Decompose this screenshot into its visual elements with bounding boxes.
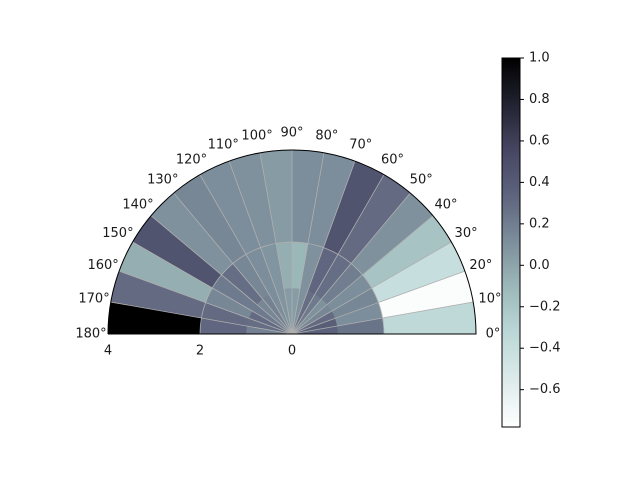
theta-tick-label: 0°: [486, 327, 501, 342]
r-tick-label: 0: [288, 344, 296, 359]
theta-tick-label: 120°: [176, 152, 207, 167]
colorbar-tick-label: 1.0: [529, 51, 550, 66]
colorbar-ticks: 1.0 0.8 0.6 0.4 0.2 0.0 −0.2 −0.4 −0.6: [520, 51, 561, 397]
theta-tick-labels: 0° 10° 20° 30° 40°50° 60° 70° 80° 90° 100°110°120…: [75, 126, 501, 342]
r-tick-label: 2: [196, 344, 204, 359]
theta-tick-label: 140°: [122, 197, 153, 212]
colorbar-tick-label: 0.8: [529, 92, 550, 107]
polar-frame: [107, 149, 477, 335]
theta-tick-label: 20°: [469, 258, 492, 273]
colorbar-tick-label: 0.0: [529, 258, 550, 273]
theta-tick-label: 80°: [315, 129, 338, 144]
r-tick-labels: 4 2 0: [104, 344, 296, 359]
colorbar: 1.0 0.8 0.6 0.4 0.2 0.0 −0.2 −0.4 −0.6: [501, 51, 561, 428]
theta-tick-label: 110°: [208, 138, 239, 153]
theta-tick-label: 130°: [147, 173, 178, 188]
theta-tick-label: 10°: [478, 292, 501, 307]
theta-tick-label: 30°: [455, 226, 478, 241]
polar-grid: [108, 150, 476, 335]
colorbar-tick-label: −0.4: [529, 341, 561, 356]
heatmap-cells: [107, 149, 477, 335]
r-gridline: [199, 241, 385, 335]
theta-tick-label: 100°: [241, 129, 272, 144]
colorbar-tick-label: −0.6: [529, 382, 561, 397]
colorbar-gradient-bar: [501, 57, 521, 428]
colorbar-tick-label: 0.2: [529, 216, 550, 231]
r-tick-label: 4: [104, 344, 112, 359]
colorbar-tick-label: 0.4: [529, 175, 550, 190]
theta-tick-label: 70°: [349, 138, 372, 153]
theta-tick-label: 90°: [280, 126, 303, 141]
colorbar-tick-label: −0.2: [529, 299, 561, 314]
theta-tick-label: 170°: [78, 292, 109, 307]
theta-tick-label: 150°: [102, 226, 133, 241]
theta-tick-label: 40°: [434, 197, 457, 212]
colorbar-tick-label: 0.6: [529, 133, 550, 148]
theta-tick-label: 160°: [87, 258, 118, 273]
theta-tick-label: 60°: [381, 152, 404, 167]
polar-plot: 0° 10° 20° 30° 40°50° 60° 70° 80° 90° 100°110°120…: [75, 126, 501, 359]
theta-tick-label: 180°: [75, 327, 106, 342]
theta-tick-label: 50°: [410, 173, 433, 188]
